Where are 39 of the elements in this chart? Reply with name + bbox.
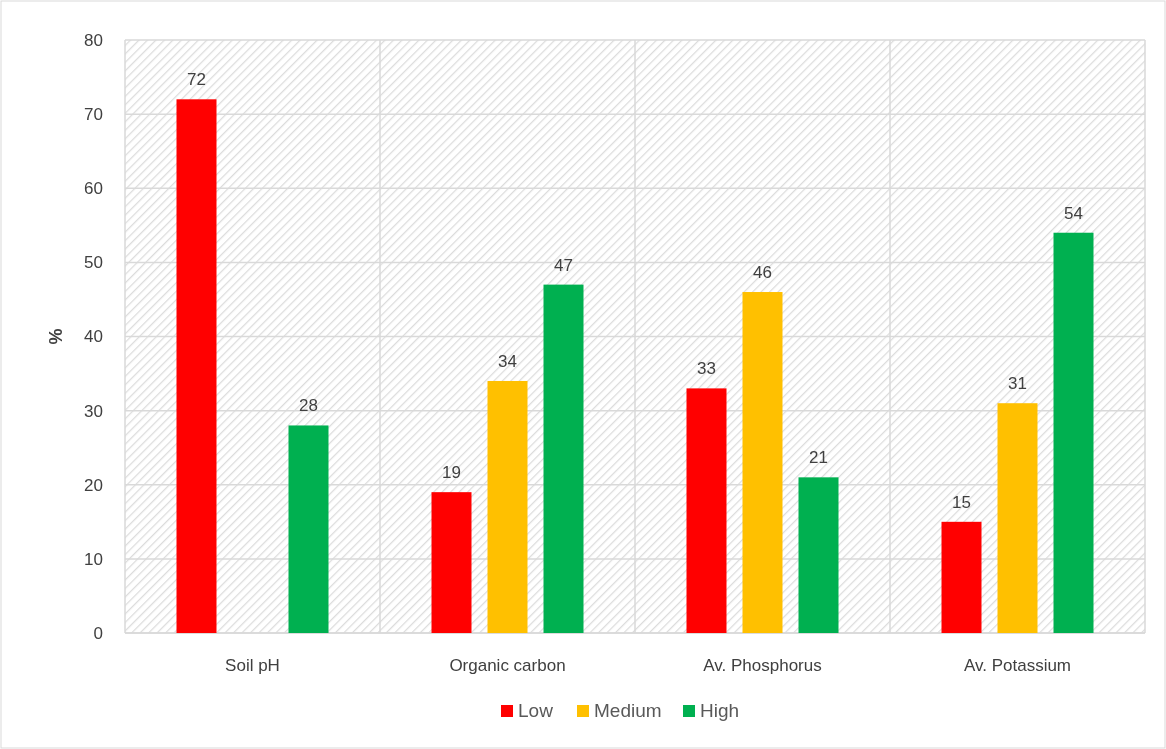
data-label: 34 (498, 351, 517, 371)
data-label: 31 (1008, 374, 1027, 394)
bar (798, 477, 839, 633)
x-tick-label: Organic carbon (449, 656, 566, 675)
bar (176, 99, 217, 633)
legend-label: High (700, 700, 740, 721)
x-tick-label: Av. Phosphorus (703, 656, 822, 675)
bar (487, 380, 528, 633)
x-tick-label: Av. Potassium (963, 656, 1072, 675)
data-label: 15 (952, 492, 971, 512)
data-label: 54 (1064, 203, 1083, 223)
data-label: 72 (187, 70, 206, 90)
y-tick-label: 80 (84, 30, 103, 50)
data-label: 46 (753, 263, 772, 283)
bar (686, 388, 727, 633)
bar (1053, 232, 1094, 633)
y-tick-label: 0 (93, 623, 103, 643)
y-tick-label: 40 (84, 327, 103, 347)
bar (543, 284, 584, 633)
data-label: 28 (299, 396, 318, 416)
x-tick-label: Soil pH (225, 656, 280, 675)
data-label: 47 (554, 255, 573, 275)
bar (941, 521, 982, 633)
legend-label: Low (518, 700, 554, 721)
y-tick-label: 60 (84, 179, 103, 199)
y-tick-label: 10 (84, 549, 103, 569)
bar (997, 403, 1038, 633)
data-label: 33 (697, 359, 716, 379)
y-tick-label: 70 (84, 105, 103, 125)
y-tick-label: 20 (84, 475, 103, 495)
legend-label: Medium (594, 700, 662, 721)
y-tick-label: 30 (84, 401, 103, 421)
y-axis-title: % (46, 328, 66, 345)
data-label: 19 (442, 463, 461, 483)
data-label: 21 (809, 448, 828, 468)
bar (431, 492, 472, 633)
bar (742, 292, 783, 633)
bar (288, 425, 329, 633)
y-tick-label: 50 (84, 253, 103, 273)
